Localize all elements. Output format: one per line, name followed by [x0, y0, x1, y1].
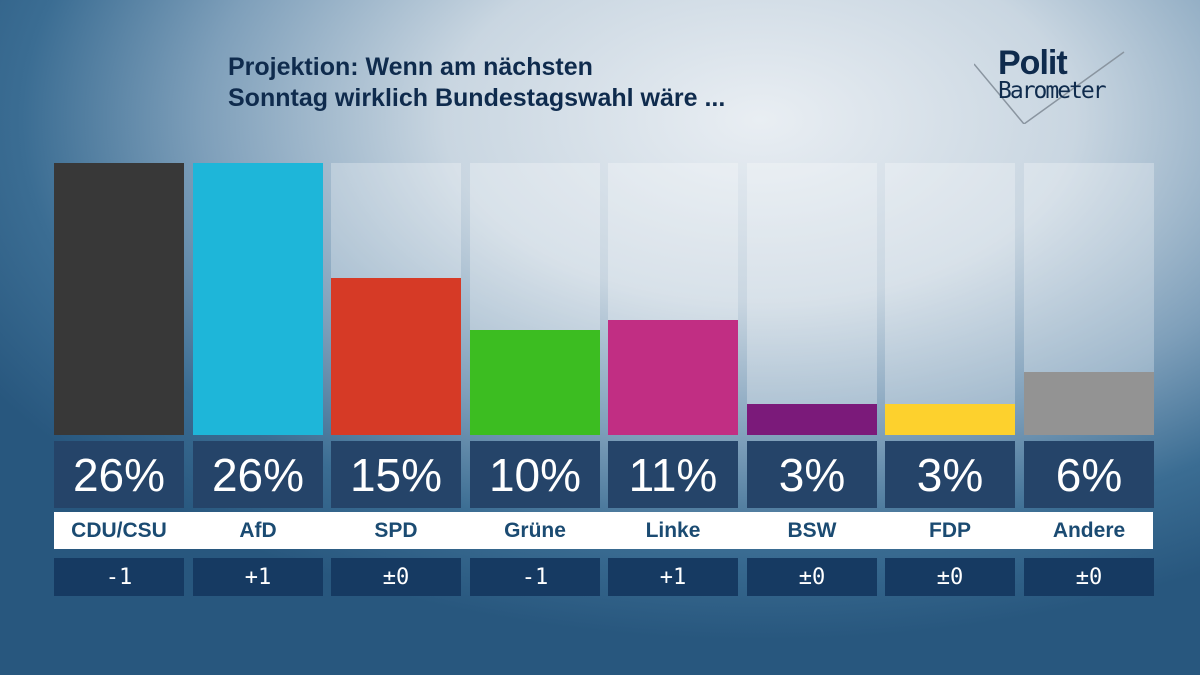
- bar-1: [193, 163, 323, 435]
- logo-polit: Polit: [998, 44, 1068, 82]
- logo-barometer: Barometer: [998, 78, 1107, 104]
- value-label: 26%: [54, 441, 184, 508]
- change-label: -1: [470, 558, 600, 596]
- category-label: FDP: [929, 519, 971, 542]
- category-label: BSW: [787, 519, 837, 542]
- bar-5: [747, 404, 877, 435]
- change-label: -1: [54, 558, 184, 596]
- bar-3: [470, 330, 600, 435]
- bar-6: [885, 404, 1015, 435]
- change-label: ±0: [747, 558, 877, 596]
- category-label: Grüne: [504, 519, 566, 542]
- party-label-row: [54, 512, 1153, 549]
- bar-2: [331, 278, 461, 435]
- value-label: 11%: [608, 441, 738, 508]
- title-line-2: Sonntag wirklich Bundestagswahl wäre ...: [228, 84, 726, 112]
- change-label: ±0: [1024, 558, 1154, 596]
- category-label: Andere: [1052, 519, 1126, 542]
- value-label: 15%: [331, 441, 461, 508]
- value-label: 3%: [885, 441, 1015, 508]
- value-label: 26%: [193, 441, 323, 508]
- change-label: +1: [193, 558, 323, 596]
- category-label: Linke: [645, 519, 701, 542]
- column-background: [747, 163, 877, 435]
- change-label: ±0: [331, 558, 461, 596]
- category-label: AfD: [239, 519, 277, 542]
- checkmark-icon: [974, 51, 1125, 124]
- value-label: 6%: [1024, 441, 1154, 508]
- bar-0: [54, 163, 184, 435]
- bar-7: [1024, 372, 1154, 435]
- title-line-1: Projektion: Wenn am nächsten: [228, 53, 593, 81]
- value-label: 3%: [747, 441, 877, 508]
- value-label: 10%: [470, 441, 600, 508]
- category-label: CDU/CSU: [71, 519, 167, 542]
- bar-4: [608, 320, 738, 435]
- politbarometer-logo: Polit Barometer: [974, 44, 1134, 124]
- category-label: SPD: [374, 519, 418, 542]
- change-label: ±0: [885, 558, 1015, 596]
- change-label: +1: [608, 558, 738, 596]
- column-background: [885, 163, 1015, 435]
- chart-title: Projektion: Wenn am nächsten Sonntag wir…: [228, 52, 725, 114]
